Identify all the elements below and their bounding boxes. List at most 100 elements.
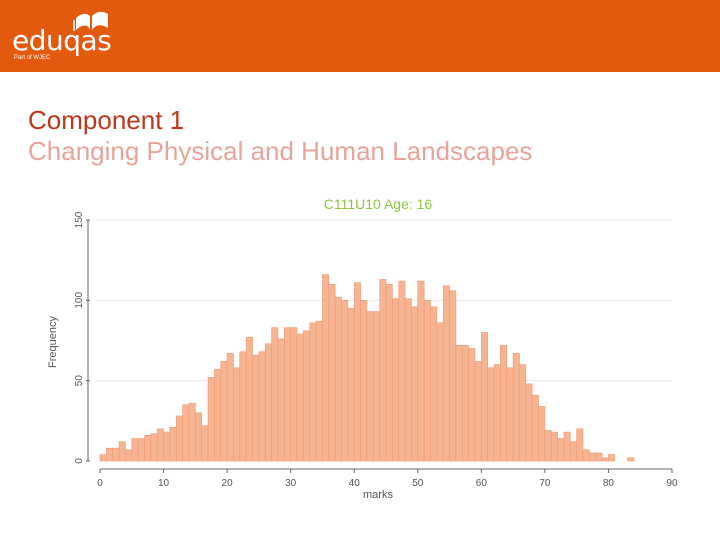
histogram-bar [455,345,463,462]
x-tick-label: 20 [222,478,234,489]
histogram-bar [519,364,527,462]
y-tick-label: 50 [74,375,85,387]
histogram-bar [309,322,317,462]
histogram-bar [379,279,387,462]
histogram-bar [576,428,584,462]
histogram-bar [233,367,241,462]
slide-title-block: Component 1 Changing Physical and Human … [28,105,532,167]
y-tick-label: 0 [74,458,85,464]
book-icon [73,11,108,31]
histogram-bar [417,280,425,462]
histogram-bar [493,364,501,462]
histogram-bar [582,449,590,462]
x-tick-label: 30 [285,478,297,489]
histogram-bar [207,377,215,462]
histogram-bar [118,441,126,462]
histogram-bar [163,431,171,462]
histogram-bar [468,348,476,462]
histogram-bar [271,327,279,462]
histogram-bar [436,322,444,462]
histogram-bar [442,285,450,462]
histogram-bar [144,434,152,462]
histogram-bar [347,308,355,462]
header-bar: eduqas Part of WJEC [0,0,720,72]
histogram-bar [182,404,190,462]
histogram-bar [245,336,253,462]
histogram-bar [392,298,400,462]
logo-wordmark: eduqas [12,24,112,57]
histogram-bar [290,327,298,462]
histogram-bar [220,361,228,462]
histogram-bar [595,452,603,462]
histogram-bar [258,351,266,462]
histogram-bar [156,428,164,462]
histogram-bar [137,438,145,462]
histogram-bar [99,454,107,462]
histogram-bar [201,425,209,462]
chart-title: C111U10 Age: 16 [324,196,433,212]
x-axis-label: marks [363,489,393,501]
histogram-bar [277,338,285,462]
histogram-bar [500,345,508,462]
histogram-bar [411,306,419,462]
histogram-bar [474,361,482,462]
x-tick-label: 0 [97,478,103,489]
histogram-bar [284,327,291,462]
slide-title: Component 1 [28,105,185,135]
slide-subtitle: Changing Physical and Human Landscapes [28,136,533,166]
histogram-bar [169,426,177,462]
histogram-bar [239,351,247,462]
histogram-bar [481,332,488,462]
histogram-bar [303,330,311,462]
histogram-bar [264,343,272,462]
histogram-bar [360,300,368,462]
histogram-chart: C111U10 Age: 16 Frequency marks 05010015… [47,196,678,501]
histogram-bar [589,452,597,462]
histogram-bar [341,300,349,462]
histogram-bar [404,298,412,462]
histogram-bar [563,431,571,462]
x-tick-label: 60 [476,478,488,489]
histogram-bar [608,454,616,462]
histogram-bar [366,311,374,462]
histogram-bar [506,367,514,462]
histogram-bar [175,415,183,462]
histogram-bar [385,283,393,462]
histogram-bar [322,274,330,462]
logo-subtext: Part of WJEC [14,55,51,61]
x-tick-label: 80 [603,478,615,489]
histogram-bar [531,394,539,462]
histogram-bar [296,333,304,462]
x-tick-label: 90 [666,478,678,489]
histogram-bar [487,367,495,462]
histogram-bar [188,402,196,462]
histogram-bar [570,441,577,462]
histogram-bar [449,290,457,462]
histogram-bar [557,438,565,462]
histogram-bar [315,320,323,462]
y-tick-label: 150 [74,211,85,228]
histogram-bar [544,430,552,462]
eduqas-logo: eduqas Part of WJEC [12,8,122,66]
histogram-bar [538,406,546,462]
y-tick-label: 100 [74,292,85,309]
x-tick-label: 40 [349,478,361,489]
histogram-bar [150,433,158,462]
x-tick-label: 10 [158,478,170,489]
histogram-bar [627,457,635,462]
histogram-bar [430,306,438,462]
histogram-bar [461,345,469,462]
x-tick-label: 70 [539,478,551,489]
histogram-bar [195,412,202,462]
histogram-bar [112,447,120,462]
histogram-bar [550,431,558,462]
histogram-bar [252,354,260,462]
histogram-bar [372,311,380,462]
histogram-bar [226,353,234,462]
histogram-bar [334,296,342,462]
histogram-bar [398,280,406,462]
histogram-bar [125,449,133,462]
x-tick-label: 50 [412,478,424,489]
y-axis-label: Frequency [47,316,59,368]
histogram-bar [214,369,222,462]
